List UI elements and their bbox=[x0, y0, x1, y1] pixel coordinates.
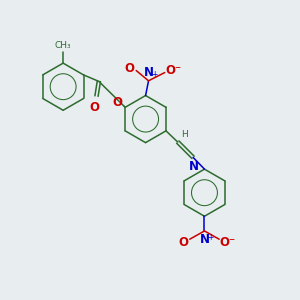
Text: N: N bbox=[189, 160, 199, 173]
Text: O: O bbox=[125, 61, 135, 75]
Text: H: H bbox=[181, 130, 188, 139]
Text: O⁻: O⁻ bbox=[165, 64, 182, 77]
Text: O⁻: O⁻ bbox=[220, 236, 236, 249]
Text: O: O bbox=[90, 101, 100, 114]
Text: O: O bbox=[178, 236, 188, 249]
Text: +: + bbox=[151, 70, 158, 79]
Text: O: O bbox=[112, 96, 122, 109]
Text: N: N bbox=[200, 233, 209, 246]
Text: N: N bbox=[144, 66, 154, 79]
Text: CH₃: CH₃ bbox=[55, 41, 71, 50]
Text: +: + bbox=[207, 233, 214, 242]
